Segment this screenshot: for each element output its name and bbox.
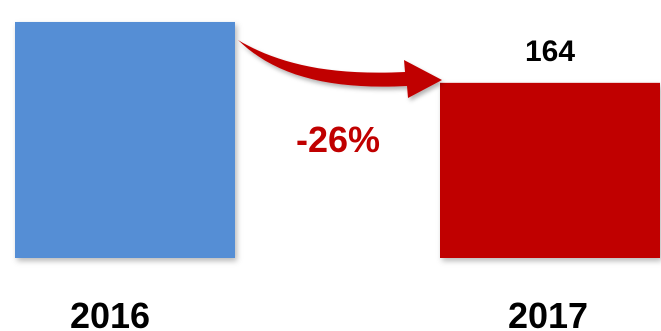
- change-arrow: [238, 40, 442, 98]
- value-label-2017: 164: [525, 35, 575, 68]
- bar-2017: [440, 82, 660, 259]
- category-label-2016: 2016: [70, 295, 150, 331]
- category-label-2017: 2017: [508, 295, 588, 331]
- value-label-2016: 221: [88, 0, 138, 7]
- bar-2016: [15, 21, 235, 258]
- change-label: -26%: [296, 119, 380, 160]
